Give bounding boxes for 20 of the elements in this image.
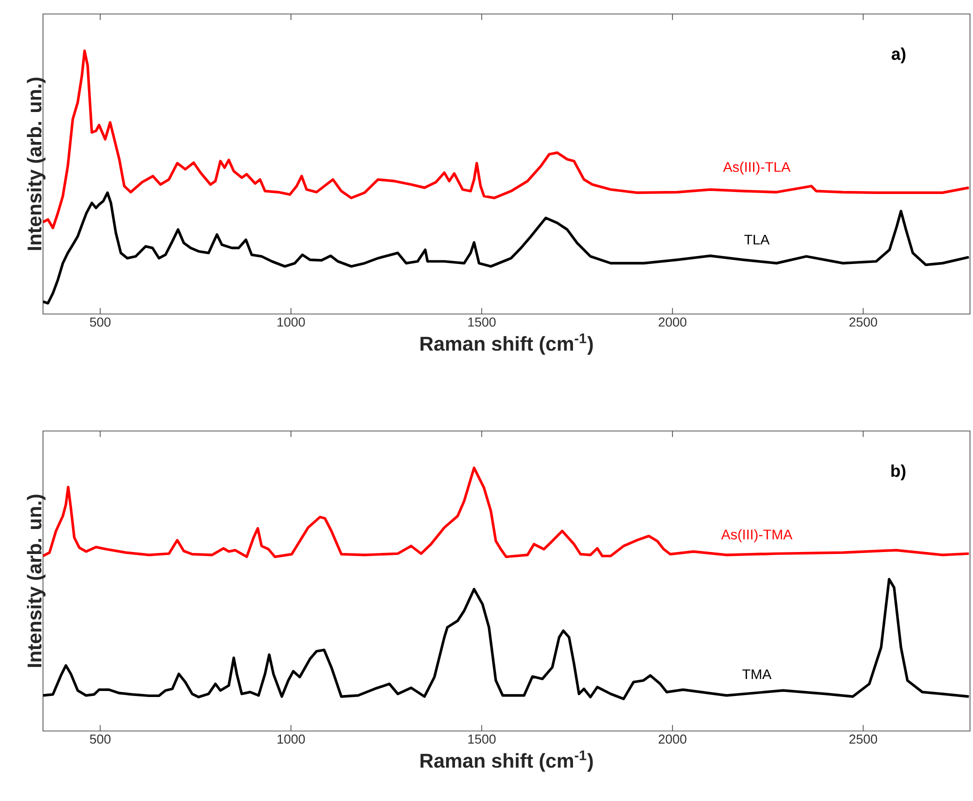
series-label: TLA [744, 234, 770, 244]
x-tick-label: 2000 [658, 318, 686, 327]
x-tick-label: 1500 [468, 318, 496, 327]
series-label: As(III)-TMA [721, 529, 792, 542]
y-axis-title: Intensity (arb. un.) [26, 494, 46, 667]
x-axis-title: Raman shift (cm$^{-1}$) [420, 334, 593, 355]
series-label: TMA [742, 669, 772, 680]
x-axis-title: Raman shift (cm$^{-1}$) [420, 750, 593, 772]
x-tick-label: 2500 [849, 318, 878, 327]
y-axis-title: Intensity (arb. un.) [26, 78, 46, 250]
series-label: As(III)-TLA [723, 162, 790, 175]
x-tick-label: 500 [90, 318, 111, 327]
annotation: a) [892, 48, 906, 64]
x-tick-label: 1000 [278, 734, 305, 744]
x-tick-label: 1500 [468, 734, 496, 744]
x-tick-label: 2000 [658, 734, 686, 744]
annotation: b) [891, 464, 906, 480]
x-tick-label: 2500 [849, 734, 878, 744]
x-tick-label: 1000 [278, 318, 305, 327]
x-tick-label: 500 [90, 734, 111, 744]
